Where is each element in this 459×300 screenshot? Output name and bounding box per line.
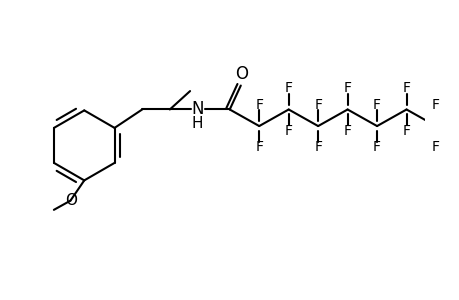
Text: F: F bbox=[255, 98, 263, 112]
Text: F: F bbox=[255, 140, 263, 154]
Text: F: F bbox=[284, 124, 292, 138]
Text: O: O bbox=[65, 193, 77, 208]
Text: F: F bbox=[372, 140, 380, 154]
Text: F: F bbox=[343, 81, 351, 95]
Text: F: F bbox=[402, 81, 409, 95]
Text: F: F bbox=[343, 124, 351, 138]
Text: N: N bbox=[191, 100, 203, 118]
Text: O: O bbox=[235, 65, 248, 83]
Text: H: H bbox=[191, 116, 203, 131]
Text: F: F bbox=[313, 140, 321, 154]
Text: F: F bbox=[431, 98, 439, 112]
Text: F: F bbox=[372, 98, 380, 112]
Text: F: F bbox=[457, 110, 459, 124]
Text: F: F bbox=[457, 128, 459, 142]
Text: F: F bbox=[431, 140, 439, 154]
Text: F: F bbox=[284, 81, 292, 95]
Text: F: F bbox=[402, 124, 409, 138]
Text: F: F bbox=[313, 98, 321, 112]
